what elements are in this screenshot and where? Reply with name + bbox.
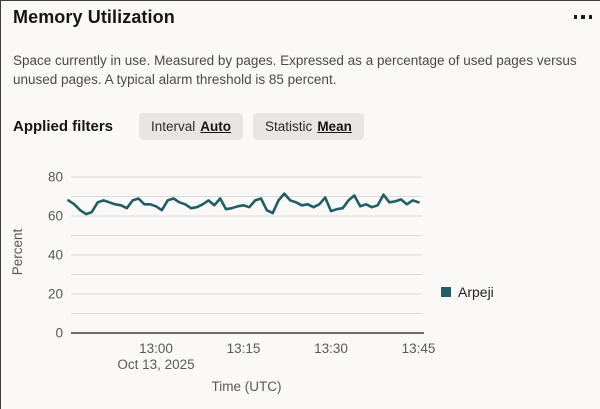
page-title: Memory Utilization bbox=[13, 7, 175, 27]
svg-text:Oct 13, 2025: Oct 13, 2025 bbox=[117, 357, 194, 372]
legend-swatch bbox=[441, 287, 451, 297]
ellipsis-icon bbox=[581, 15, 585, 19]
svg-text:13:15: 13:15 bbox=[227, 341, 261, 356]
applied-filters-label: Applied filters bbox=[13, 118, 114, 135]
ellipsis-icon bbox=[573, 15, 577, 19]
filter-chip-statistic-label: Statistic bbox=[265, 119, 313, 134]
svg-text:Time (UTC): Time (UTC) bbox=[212, 379, 282, 394]
filter-chip-interval[interactable]: Interval Auto bbox=[139, 113, 244, 140]
overflow-menu-button[interactable] bbox=[568, 9, 599, 25]
svg-text:60: 60 bbox=[48, 209, 63, 224]
widget-header: Memory Utilization bbox=[13, 7, 588, 28]
svg-text:80: 80 bbox=[48, 170, 63, 185]
svg-text:Percent: Percent bbox=[10, 228, 25, 275]
svg-text:13:00: 13:00 bbox=[139, 341, 173, 356]
svg-text:13:45: 13:45 bbox=[402, 341, 436, 356]
legend-item[interactable]: Arpeji bbox=[441, 284, 494, 300]
svg-text:40: 40 bbox=[48, 248, 63, 263]
line-chart[interactable]: 0 20 40 60 80 13:00 13:15 13:30 13:45 Oct 13, 202… bbox=[1, 156, 600, 409]
svg-text:20: 20 bbox=[48, 287, 63, 302]
filter-chip-statistic[interactable]: Statistic Mean bbox=[253, 113, 364, 140]
applied-filters-row: Applied filters Interval Auto Statistic … bbox=[13, 113, 374, 140]
filter-chip-interval-value: Auto bbox=[200, 119, 232, 134]
svg-text:0: 0 bbox=[55, 326, 63, 341]
widget-description: Space currently in use. Measured by page… bbox=[13, 53, 577, 87]
filter-chip-statistic-value: Mean bbox=[317, 119, 352, 134]
ellipsis-icon bbox=[588, 15, 592, 19]
svg-text:13:30: 13:30 bbox=[314, 341, 348, 356]
filter-chip-interval-label: Interval bbox=[151, 119, 196, 134]
legend-label: Arpeji bbox=[458, 284, 494, 300]
